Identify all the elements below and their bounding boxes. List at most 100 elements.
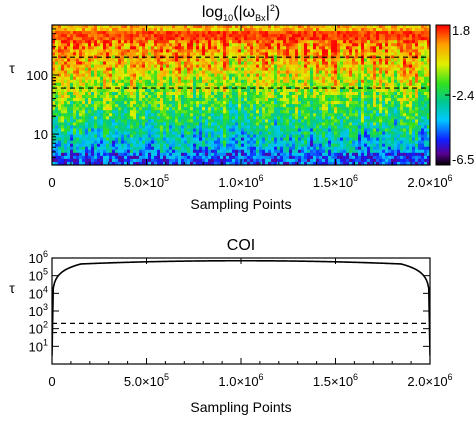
heatmap-cell	[61, 31, 65, 35]
heatmap-cell	[403, 88, 407, 93]
heatmap-cell	[415, 28, 419, 32]
heatmap-cell	[67, 61, 71, 66]
heatmap-cell	[361, 34, 365, 38]
heatmap-cell	[265, 49, 269, 53]
heatmap-cell	[259, 70, 263, 75]
heatmap-cell	[388, 131, 392, 136]
heatmap-cell	[139, 104, 143, 108]
heatmap-cell	[52, 122, 56, 127]
heatmap-cell	[427, 116, 430, 120]
heatmap-cell	[211, 107, 215, 111]
heatmap-cell	[112, 98, 116, 102]
heatmap-cell	[241, 134, 245, 139]
heatmap-cell	[355, 82, 359, 87]
heatmap-cell	[94, 25, 98, 29]
heatmap-cell	[190, 128, 194, 133]
heatmap-cell	[397, 28, 401, 32]
heatmap-cell	[175, 128, 179, 133]
heatmap-cell	[301, 37, 305, 41]
heatmap-cell	[220, 101, 224, 105]
heatmap-cell	[136, 95, 140, 99]
heatmap-cell	[64, 140, 68, 145]
heatmap-cell	[319, 31, 323, 35]
heatmap-cell	[244, 88, 248, 93]
heatmap-cell	[217, 122, 221, 127]
heatmap-cell	[424, 131, 428, 136]
heatmap-cell	[73, 73, 77, 78]
heatmap-cell	[286, 98, 290, 102]
heatmap-cell	[166, 52, 170, 57]
heatmap-cell	[115, 79, 119, 84]
heatmap-cell	[247, 46, 251, 50]
heatmap-cell	[262, 28, 266, 32]
heatmap-cell	[223, 88, 227, 93]
heatmap-cell	[214, 107, 218, 111]
heatmap-cell	[301, 110, 305, 114]
heatmap-cell	[148, 125, 152, 130]
heatmap-cell	[196, 73, 200, 78]
heatmap-cell	[286, 113, 290, 117]
heatmap-cell	[217, 58, 221, 63]
heatmap-cell	[292, 49, 296, 53]
heatmap-cell	[70, 131, 74, 136]
heatmap-cell	[271, 82, 275, 87]
heatmap-cell	[277, 98, 281, 102]
heatmap-cell	[424, 98, 428, 102]
heatmap-cell	[163, 119, 167, 123]
heatmap-cell	[145, 98, 149, 102]
heatmap-cell	[151, 101, 155, 105]
heatmap-cell	[328, 31, 332, 35]
heatmap-cell	[229, 98, 233, 102]
heatmap-cell	[118, 137, 122, 142]
heatmap-cell	[175, 122, 179, 127]
heatmap-cell	[247, 119, 251, 123]
heatmap-cell	[376, 37, 380, 41]
heatmap-cell	[277, 88, 281, 93]
heatmap-cell	[145, 52, 149, 57]
heatmap-cell	[124, 25, 128, 29]
heatmap-cell	[223, 116, 227, 120]
heatmap-cell	[247, 134, 251, 139]
heatmap-cell	[193, 128, 197, 133]
heatmap-cell	[205, 31, 209, 35]
heatmap-cell	[343, 34, 347, 38]
heatmap-cell	[337, 119, 341, 123]
heatmap-cell	[325, 70, 329, 75]
heatmap-cell	[343, 91, 347, 96]
heatmap-cell	[412, 25, 416, 29]
heatmap-cell	[184, 119, 188, 123]
heatmap-cell	[61, 104, 65, 108]
heatmap-cell	[142, 119, 146, 123]
heatmap-cell	[163, 73, 167, 78]
heatmap-cell	[322, 91, 326, 96]
heatmap-cell	[109, 104, 113, 108]
heatmap-cell	[319, 49, 323, 53]
heatmap-cell	[343, 113, 347, 117]
heatmap-cell	[193, 104, 197, 108]
heatmap-cell	[109, 73, 113, 78]
heatmap-cell	[280, 79, 284, 84]
heatmap-cell	[226, 122, 230, 127]
heatmap-cell	[61, 37, 65, 41]
heatmap-cell	[271, 140, 275, 145]
heatmap-cell	[196, 31, 200, 35]
heatmap-cell	[148, 119, 152, 123]
heatmap-cell	[361, 131, 365, 136]
heatmap-cell	[421, 119, 425, 123]
heatmap-cell	[364, 91, 368, 96]
heatmap-cell	[112, 128, 116, 133]
heatmap-cell	[139, 64, 143, 69]
heatmap-cell	[202, 46, 206, 50]
heatmap-cell	[340, 70, 344, 75]
heatmap-cell	[181, 95, 185, 99]
heatmap-cell	[85, 25, 89, 29]
heatmap-cell	[331, 82, 335, 87]
heatmap-cell	[94, 31, 98, 35]
heatmap-cell	[265, 61, 269, 66]
heatmap-cell	[280, 119, 284, 123]
heatmap-cell	[61, 134, 65, 139]
heatmap-cell	[136, 131, 140, 136]
heatmap-cell	[103, 67, 107, 72]
heatmap-cell	[163, 49, 167, 53]
heatmap-cell	[406, 95, 410, 99]
